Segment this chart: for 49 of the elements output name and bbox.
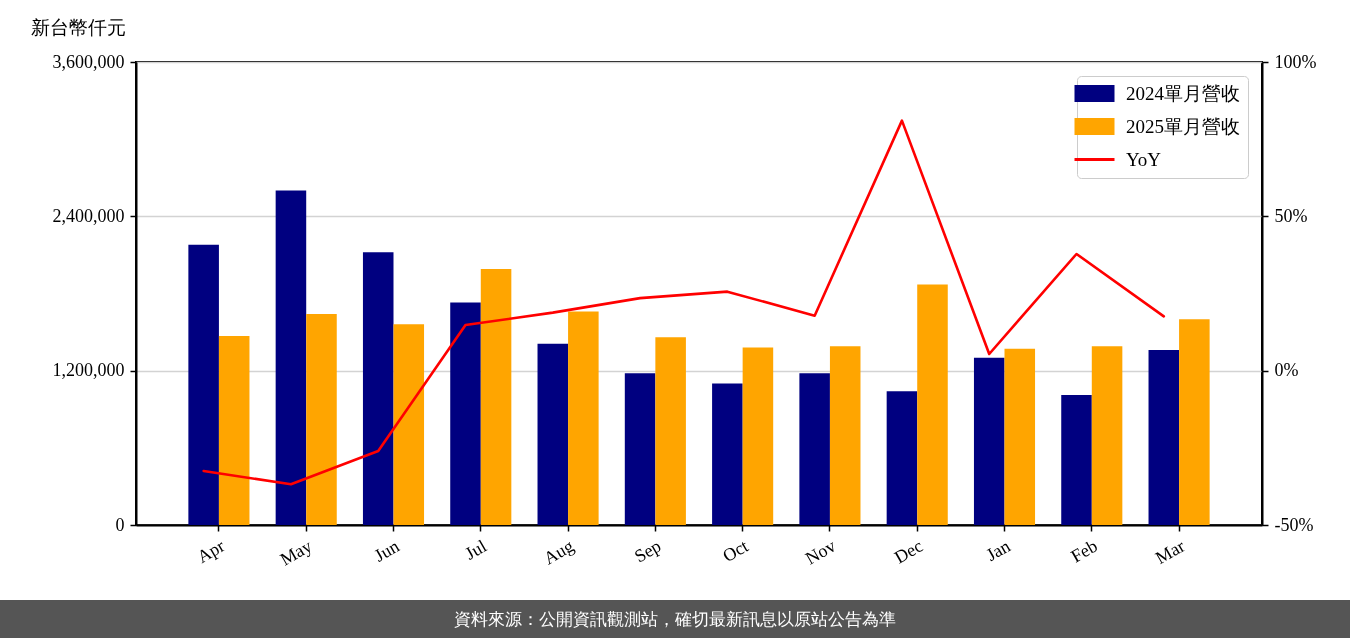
x-tick-label: Dec (891, 535, 927, 568)
bar (1091, 346, 1123, 525)
x-tick-label: May (276, 535, 316, 570)
bar (1061, 395, 1092, 525)
bar (306, 314, 337, 525)
y-tick-label: 3,600,000 (52, 51, 125, 72)
y-tick-label: 0 (115, 514, 125, 535)
y2-tick-label: 50% (1274, 205, 1308, 226)
bar (829, 346, 861, 525)
legend-label: YoY (1126, 148, 1162, 170)
y2-tick-label: 0% (1274, 360, 1299, 381)
y-axis-title: 新台幣仟元 (30, 16, 126, 38)
x-tick-label: Apr (193, 535, 228, 568)
bar (537, 343, 569, 525)
y2-tick-label: 100% (1274, 51, 1317, 72)
bar (188, 244, 219, 525)
bar (742, 347, 774, 525)
bar (1179, 319, 1210, 525)
bar (917, 284, 948, 525)
bar (1148, 350, 1180, 525)
x-tick-label: Mar (1152, 535, 1189, 569)
bar (362, 252, 394, 525)
bar (973, 357, 1005, 525)
bar (218, 335, 250, 525)
bar (655, 337, 686, 525)
bar (275, 190, 307, 525)
x-tick-label: Jan (982, 535, 1014, 566)
x-tick-label: Feb (1067, 535, 1101, 567)
source-note: 資料來源：公開資訊觀測站，確切最新訊息以原站公告為準 (0, 600, 1350, 638)
bar (393, 324, 425, 525)
bar (1004, 348, 1036, 525)
bar (712, 383, 743, 525)
y2-tick-label: -50% (1274, 514, 1314, 535)
bar (624, 373, 656, 525)
x-tick-label: Jun (370, 535, 403, 566)
x-tick-label: Sep (630, 535, 665, 567)
legend-label: 2024單月營收 (1126, 82, 1240, 104)
y-tick-label: 1,200,000 (52, 360, 125, 381)
legend-label: 2025單月營收 (1126, 115, 1240, 137)
y-tick-label: 2,400,000 (52, 205, 125, 226)
x-tick-label: Nov (802, 535, 839, 569)
x-tick-label: Aug (540, 535, 578, 569)
bar (886, 391, 918, 525)
bar (480, 269, 512, 525)
x-tick-label: Jul (461, 535, 490, 564)
bar (799, 373, 830, 525)
bar (568, 311, 599, 525)
bar (450, 302, 481, 525)
x-tick-label: Oct (719, 535, 752, 567)
